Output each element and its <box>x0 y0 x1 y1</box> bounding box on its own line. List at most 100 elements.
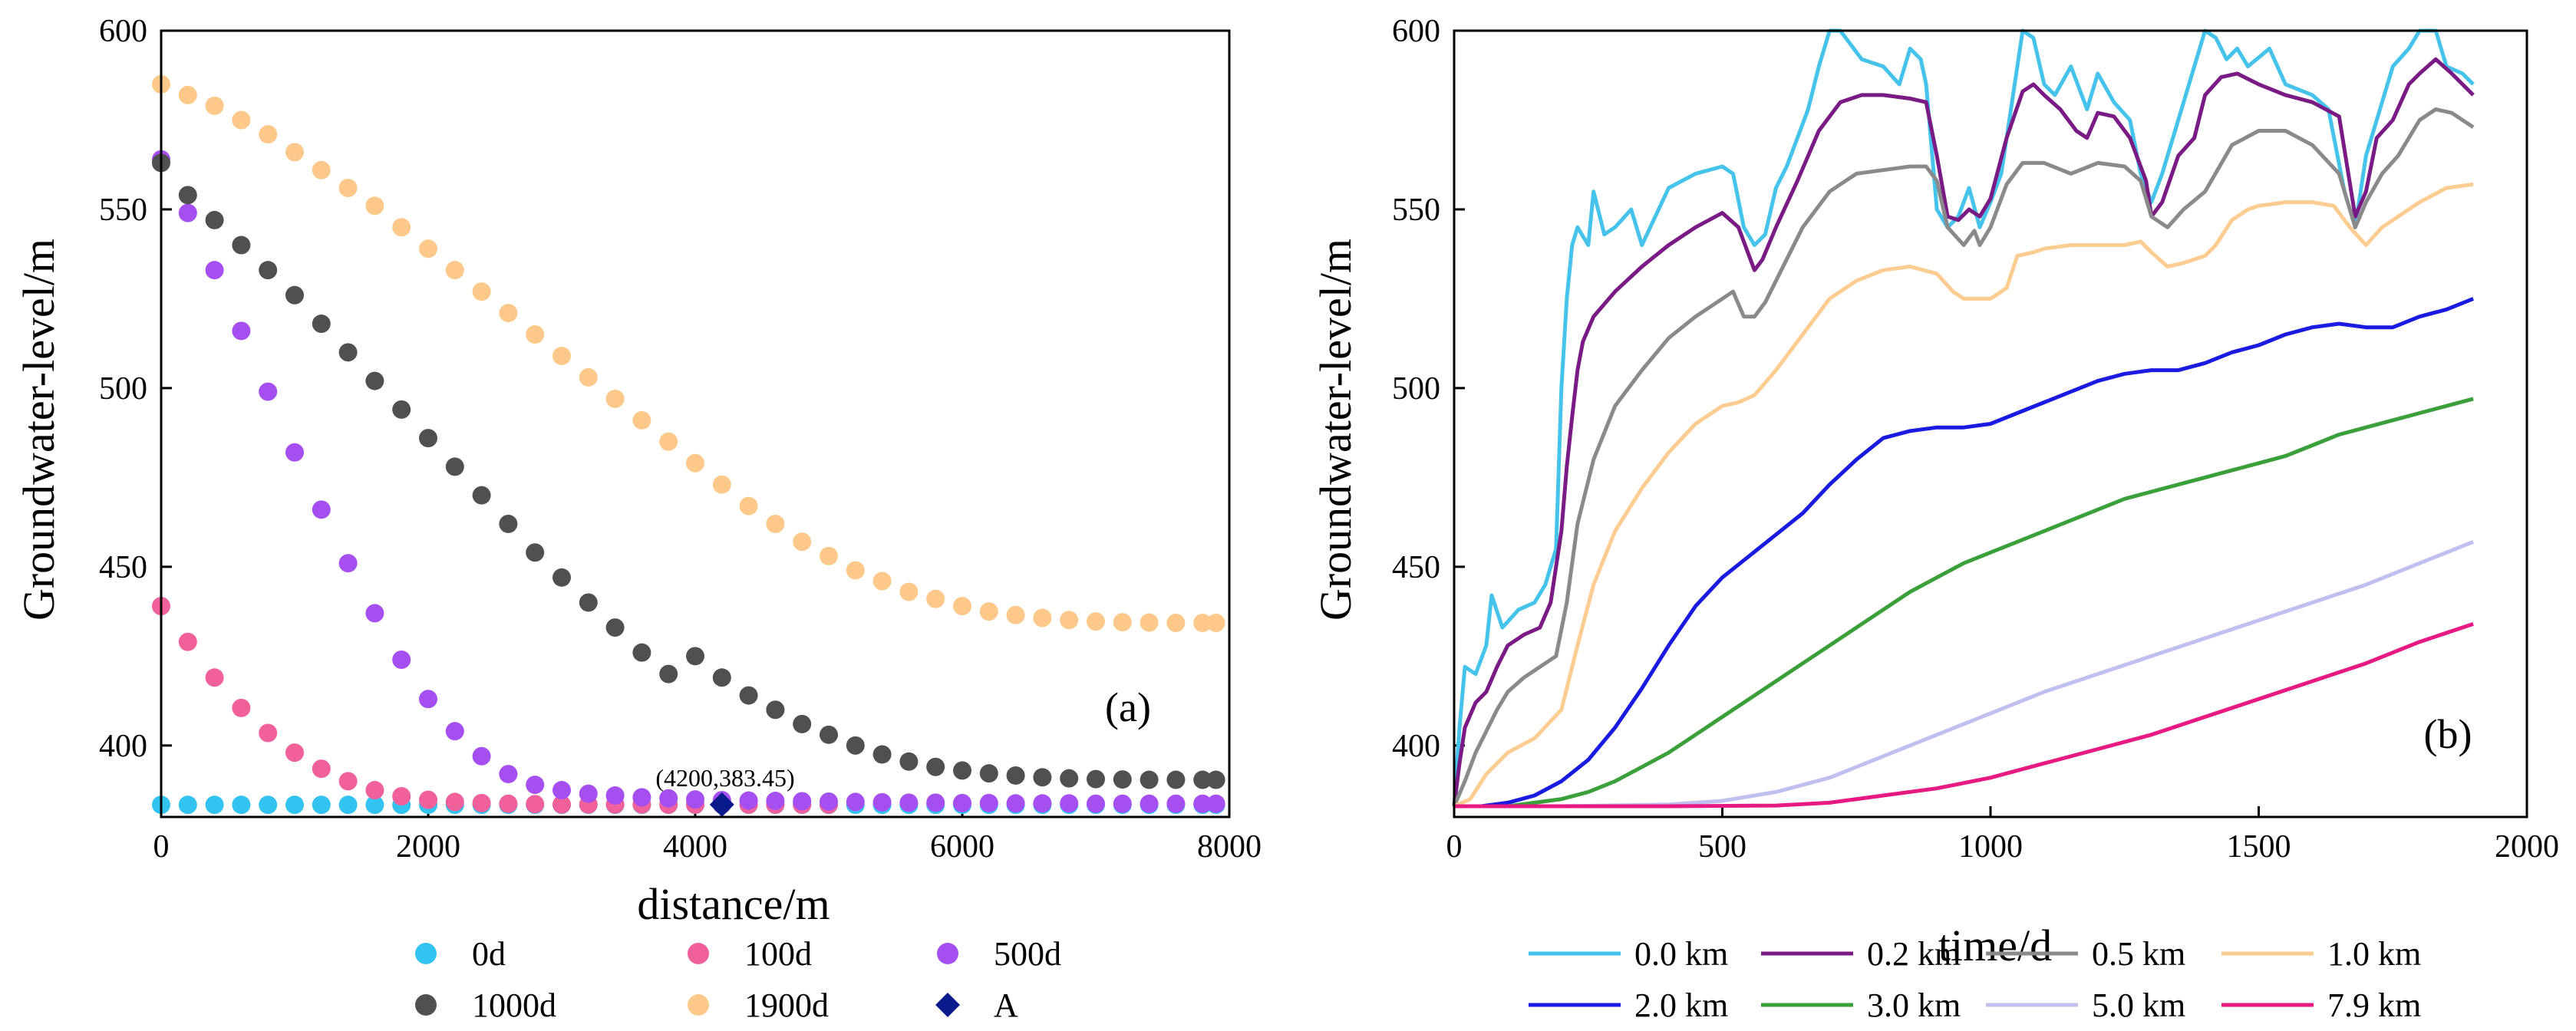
data-point <box>232 110 251 130</box>
data-point <box>632 788 651 807</box>
panel-a-ylabel: Groundwater-level/m <box>14 239 64 621</box>
data-point <box>605 389 625 408</box>
data-point <box>365 604 384 623</box>
data-point <box>472 486 491 505</box>
panel-a-ytick-label: 550 <box>99 193 147 228</box>
chart-panel-a: Groundwater-level/m distance/m (a) 0 2000… <box>14 14 1262 929</box>
data-point <box>686 790 704 809</box>
data-point <box>392 651 411 669</box>
data-point <box>419 239 437 259</box>
data-point <box>338 554 358 573</box>
data-point <box>766 514 785 533</box>
data-point <box>285 143 304 162</box>
legend-b-item: 2.0 km <box>1529 987 1728 1024</box>
data-point <box>1033 608 1052 627</box>
legend-dot-marker <box>688 994 709 1016</box>
data-point <box>259 795 278 815</box>
legend-a-item: 100d <box>688 935 812 973</box>
legend-b-item: 1.0 km <box>2221 935 2421 973</box>
panel-a-xtick-label: 0 <box>153 829 170 865</box>
data-point <box>552 346 571 365</box>
panel-b-frame <box>1453 29 2528 819</box>
data-point <box>1113 613 1132 632</box>
data-point <box>579 367 598 387</box>
data-point <box>178 85 197 104</box>
legend-b-item: 0.0 km <box>1529 935 1728 973</box>
data-point <box>1033 794 1052 813</box>
data-point <box>259 125 278 144</box>
data-point <box>312 795 331 815</box>
data-point <box>632 643 651 662</box>
data-point <box>659 789 678 808</box>
data-point <box>793 532 812 552</box>
data-point <box>392 786 411 805</box>
data-point <box>979 764 998 783</box>
data-point <box>846 792 865 812</box>
panel-b-ytick-label: 500 <box>1392 371 1440 407</box>
legend-b-label: 2.0 km <box>1634 987 1728 1024</box>
panel-b-xtick-label: 1500 <box>2227 829 2291 865</box>
data-point <box>312 160 331 180</box>
legend-b-item: 5.0 km <box>1986 987 2185 1024</box>
panel-b-axes: 0 500 1000 1500 2000 400 450 500 550 600 <box>1392 14 2559 865</box>
data-point <box>1060 611 1079 630</box>
data-point <box>926 757 945 776</box>
panel-b-xtick-label: 0 <box>1446 829 1463 865</box>
data-point <box>953 793 971 812</box>
data-point <box>232 236 251 255</box>
legend-b-label: 0.5 km <box>2092 935 2185 973</box>
data-point <box>979 602 998 621</box>
data-point <box>526 776 545 795</box>
data-point <box>926 589 945 608</box>
panel-b-legend: 0.0 km 0.2 km 0.5 km 1.0 km 2.0 km 3.0 km 5.0 … <box>1529 935 2421 1024</box>
data-point <box>365 781 384 800</box>
data-point <box>338 343 358 362</box>
data-point <box>1206 770 1225 789</box>
legend-b-label: 5.0 km <box>2092 987 2185 1024</box>
panel-a-ytick-label: 400 <box>99 729 147 764</box>
data-point <box>365 795 384 815</box>
data-point <box>1113 794 1132 813</box>
data-point <box>205 210 224 229</box>
data-point <box>793 792 812 811</box>
legend-diamond-marker <box>935 993 960 1017</box>
data-point <box>178 632 197 651</box>
data-point <box>472 282 491 301</box>
data-point <box>820 792 838 811</box>
data-point <box>1006 766 1025 785</box>
chart-panel-b: Groundwater-level/m time/d (b) 0 500 1000 1… <box>1311 14 2559 970</box>
data-point <box>1206 614 1225 633</box>
data-point <box>526 543 545 562</box>
data-point <box>1140 770 1159 789</box>
b-series-0-5-km-line <box>1452 107 2475 807</box>
data-point <box>232 698 251 717</box>
data-point <box>312 759 331 779</box>
a-series-500d <box>152 150 1225 813</box>
data-point <box>846 561 865 580</box>
b-series-5-0-km-line <box>1454 539 2475 809</box>
data-point <box>312 500 331 519</box>
data-point <box>872 745 892 764</box>
data-point <box>526 325 545 344</box>
data-point <box>979 793 998 812</box>
data-point-diamond <box>709 792 734 817</box>
legend-dot-marker <box>415 943 437 964</box>
legend-a-item: 1000d <box>415 987 556 1024</box>
data-point <box>472 746 491 766</box>
legend-b-label: 0.2 km <box>1867 935 1961 973</box>
data-point <box>445 792 464 812</box>
panel-a-xtick-label: 4000 <box>663 829 727 865</box>
legend-dot-marker <box>688 943 709 964</box>
data-point <box>659 432 678 451</box>
data-point <box>766 700 785 720</box>
data-point <box>1006 794 1025 813</box>
legend-b-item: 7.9 km <box>2221 987 2421 1024</box>
data-point <box>953 597 971 616</box>
data-point <box>739 686 758 705</box>
legend-a-item: 500d <box>937 935 1061 973</box>
data-point <box>739 791 758 810</box>
panel-b-tag: (b) <box>2424 711 2472 757</box>
data-point <box>285 443 304 462</box>
data-point <box>419 690 437 709</box>
